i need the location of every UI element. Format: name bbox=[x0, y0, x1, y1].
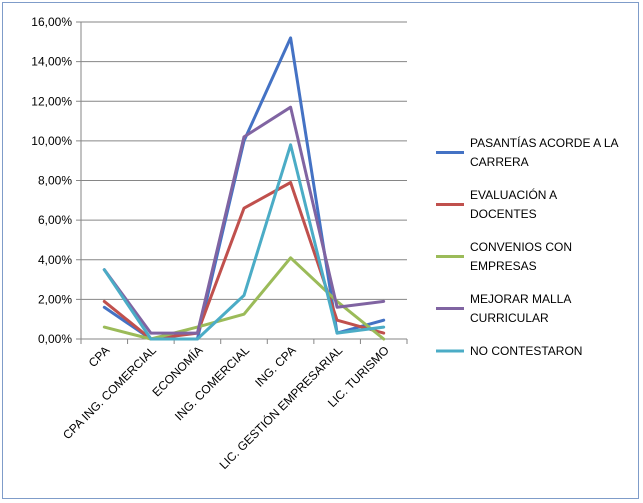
legend-label: PASANTÍAS ACORDE A LA bbox=[470, 135, 619, 150]
legend-label: EMPRESAS bbox=[470, 259, 537, 273]
y-tick-label: 4,00% bbox=[38, 253, 72, 267]
y-tick-label: 10,00% bbox=[31, 134, 72, 148]
x-tick-label: ING. CPA bbox=[252, 343, 299, 390]
legend-label: EVALUACIÓN A bbox=[470, 187, 557, 202]
gridlines bbox=[81, 21, 407, 300]
x-tick-label: CPA ING. COMERCIAL bbox=[60, 343, 159, 442]
series-line bbox=[102, 105, 386, 335]
series-line bbox=[102, 143, 386, 341]
y-tick-label: 6,00% bbox=[38, 213, 72, 227]
y-axis-ticks: 0,00% 2,00% 4,00% 6,00% 8,00% 10,00% 12,00% 14,… bbox=[31, 15, 81, 346]
legend-label: CARRERA bbox=[470, 155, 529, 169]
y-tick-label: 8,00% bbox=[38, 174, 72, 188]
chart-frame bbox=[2, 2, 639, 499]
legend: PASANTÍAS ACORDE A LA CARRERA EVALUACIÓN A… bbox=[436, 135, 619, 358]
legend-label: CONVENIOS CON bbox=[470, 240, 572, 254]
series-lines bbox=[102, 36, 386, 341]
y-tick-label: 12,00% bbox=[31, 94, 72, 108]
legend-label: CURRICULAR bbox=[470, 311, 549, 325]
y-tick-label: 2,00% bbox=[38, 292, 72, 306]
legend-label: NO CONTESTARON bbox=[470, 344, 582, 358]
y-tick-label: 16,00% bbox=[31, 15, 72, 29]
x-tick-label: CPA bbox=[86, 343, 113, 370]
legend-label: MEJORAR MALLA bbox=[470, 292, 571, 306]
legend-label: DOCENTES bbox=[470, 207, 537, 221]
y-tick-label: 0,00% bbox=[38, 332, 72, 346]
y-tick-label: 14,00% bbox=[31, 55, 72, 69]
axes bbox=[80, 22, 407, 340]
